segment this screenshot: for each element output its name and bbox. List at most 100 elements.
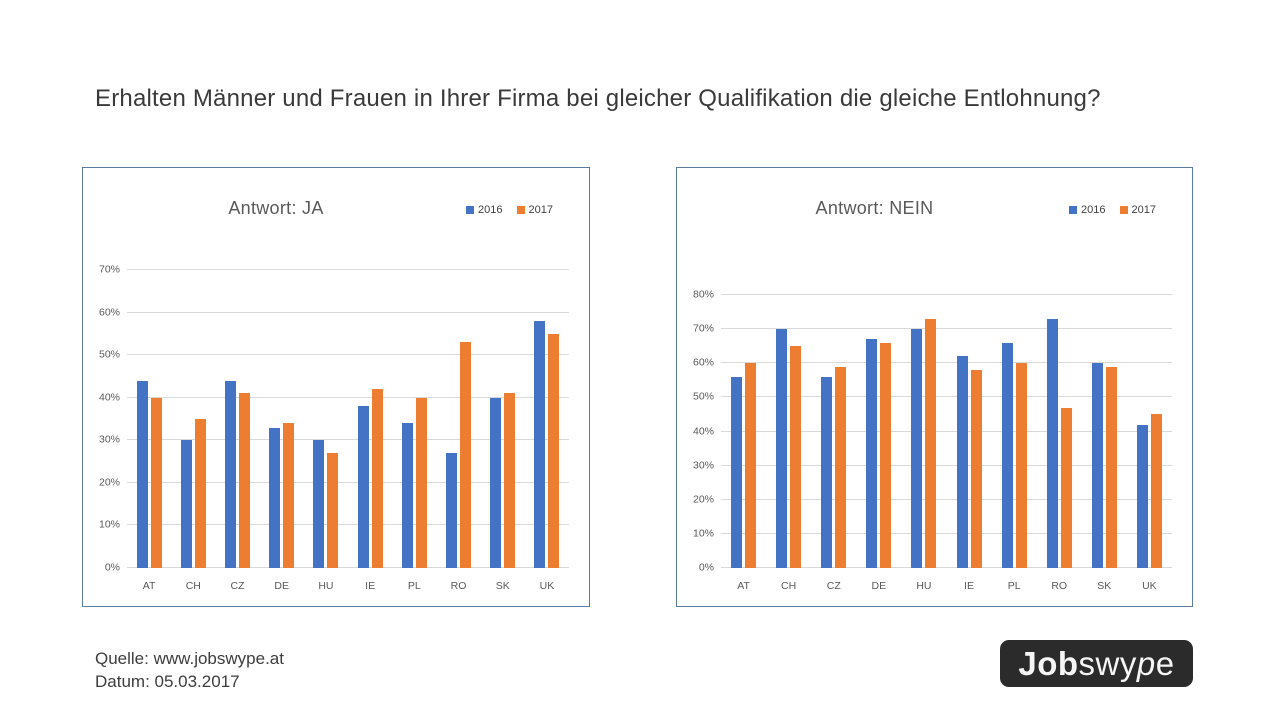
bar-2016-RO — [1046, 318, 1058, 568]
y-tick-label-70: 70% — [98, 263, 120, 276]
chart-legend: 2016 2017 — [1069, 204, 1156, 216]
y-tick-label-0: 0% — [104, 561, 120, 574]
source-quelle: Quelle: www.jobswype.at — [95, 649, 284, 668]
logo-text-p: p — [1136, 644, 1156, 682]
chart-title: Antwort: NEIN — [815, 198, 934, 218]
bar-2017-CH — [194, 419, 206, 568]
gridline-60 — [127, 311, 569, 313]
x-category-label-CH: CH — [185, 580, 201, 592]
page-title: Erhalten Männer und Frauen in Ihrer Firm… — [95, 85, 1101, 112]
bar-2017-SK — [504, 393, 516, 568]
bar-2017-SK — [1105, 366, 1117, 568]
legend-swatch-2016 — [1069, 206, 1078, 214]
legend-item-2017: 2017 — [1119, 204, 1156, 216]
category-axis: AT CH CZ DE HU IE PL RO SK UK — [721, 580, 1172, 592]
bar-2017-IE — [970, 370, 982, 568]
bar-2016-RO — [446, 453, 458, 568]
bar-2016-PL — [1001, 342, 1013, 568]
x-category-label-PL: PL — [1007, 580, 1021, 592]
y-tick-label-80: 80% — [692, 288, 714, 301]
bar-group-SK — [1082, 295, 1127, 568]
bar-2016-HU — [313, 440, 325, 568]
y-tick-label-50: 50% — [98, 348, 120, 361]
x-category-label-DE: DE — [274, 580, 289, 592]
legend-swatch-2016 — [466, 206, 475, 214]
x-category-label-UK: UK — [1142, 580, 1157, 592]
bar-group-HU — [304, 270, 348, 568]
gridline-80 — [721, 294, 1172, 295]
logo-text-swy: swy — [1078, 644, 1137, 682]
bar-2017-UK — [1150, 414, 1162, 568]
legend-item-2016: 2016 — [466, 204, 503, 216]
gridline-70 — [721, 328, 1172, 330]
bar-2016-AT — [136, 380, 148, 568]
x-category-label-AT: AT — [142, 580, 156, 592]
legend-label-2016: 2016 — [1081, 204, 1106, 216]
bar-2016-CZ — [225, 380, 236, 568]
x-category-label-HU: HU — [916, 580, 932, 592]
bar-group-CH — [171, 270, 215, 568]
bar-2017-AT — [150, 397, 162, 568]
x-category-label-DE: DE — [871, 580, 887, 592]
x-category-label-IE: IE — [365, 580, 376, 592]
x-category-label-CH: CH — [781, 580, 797, 592]
bars-layer — [127, 270, 569, 568]
gridline-30 — [721, 464, 1172, 466]
legend-item-2017: 2017 — [516, 204, 553, 216]
bar-2016-CZ — [821, 376, 833, 568]
bar-group-UK — [1127, 295, 1172, 568]
bar-2016-SK — [1091, 363, 1103, 568]
gridline-20 — [127, 481, 569, 483]
y-tick-label-10: 10% — [98, 518, 120, 531]
gridline-40 — [721, 430, 1172, 432]
bar-2016-AT — [731, 376, 743, 568]
x-category-label-RO: RO — [1051, 580, 1068, 592]
plot-area: 0% 10% 20% 30% 40% 50% 60% 70% 80% — [693, 288, 1172, 573]
gridline-0 — [721, 567, 1172, 568]
bar-2017-IE — [371, 389, 383, 568]
y-tick-label-40: 40% — [98, 391, 120, 404]
gridline-20 — [721, 498, 1172, 500]
source-datum: Datum: 05.03.2017 — [95, 672, 240, 691]
gridline-70 — [127, 269, 569, 270]
chart-antwort-ja: Antwort: JA 2016 2017 0% 10% 20% 30% 40% 50% 60… — [82, 167, 590, 607]
bar-2016-DE — [269, 427, 281, 568]
category-axis: AT CH CZ DE HU IE PL RO SK UK — [127, 580, 569, 592]
bar-group-SK — [481, 270, 525, 568]
source-block: Quelle: www.jobswype.at Datum: 05.03.201… — [95, 647, 284, 693]
bar-group-AT — [721, 295, 766, 568]
y-tick-label-20: 20% — [692, 493, 714, 506]
logo-text-bold: Job — [1018, 644, 1079, 682]
gridline-50 — [127, 354, 569, 356]
bar-group-RO — [1037, 295, 1082, 568]
bar-2017-CH — [790, 346, 802, 568]
bar-group-AT — [127, 270, 171, 568]
bar-2016-HU — [911, 329, 923, 568]
x-category-label-CZ: CZ — [230, 580, 245, 592]
chart-legend: 2016 2017 — [466, 204, 553, 216]
bar-2017-RO — [460, 342, 472, 568]
bar-group-HU — [901, 295, 946, 568]
y-tick-label-20: 20% — [98, 476, 120, 489]
jobswype-logo: Job swy p e — [1000, 640, 1193, 687]
legend-item-2016: 2016 — [1069, 204, 1106, 216]
bar-group-IE — [946, 295, 991, 568]
bar-group-PL — [392, 270, 436, 568]
bar-2016-UK — [1136, 424, 1148, 568]
legend-label-2017: 2017 — [528, 204, 553, 216]
bar-2016-CH — [180, 440, 192, 568]
x-category-label-IE: IE — [964, 580, 974, 592]
bar-2016-UK — [534, 321, 546, 568]
x-category-label-UK: UK — [539, 580, 555, 592]
x-category-label-CZ: CZ — [826, 580, 841, 592]
y-tick-label-50: 50% — [692, 390, 714, 403]
bar-2017-HU — [925, 318, 937, 568]
legend-label-2017: 2017 — [1131, 204, 1156, 216]
gridline-50 — [721, 396, 1172, 398]
bar-group-DE — [260, 270, 304, 568]
y-tick-label-40: 40% — [692, 424, 714, 437]
gridline-10 — [721, 532, 1172, 534]
bar-2016-DE — [866, 339, 878, 568]
bar-group-CZ — [215, 270, 259, 568]
